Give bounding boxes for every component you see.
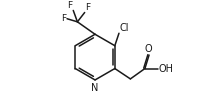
Text: F: F	[68, 1, 73, 10]
Text: O: O	[144, 44, 152, 54]
Text: OH: OH	[159, 64, 174, 74]
Text: F: F	[85, 3, 90, 12]
Text: F: F	[61, 14, 66, 23]
Text: N: N	[91, 83, 99, 93]
Text: Cl: Cl	[120, 23, 129, 33]
